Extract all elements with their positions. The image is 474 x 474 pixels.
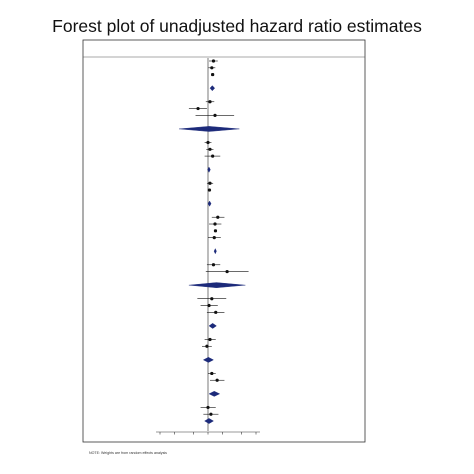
point-estimate [212,236,216,240]
point-estimate [207,303,211,308]
point-estimate [207,188,212,192]
point-estimate [211,154,215,158]
study-estimate [208,66,216,70]
study-estimate [207,188,212,192]
point-estimate [215,378,219,382]
study-estimate [195,113,235,117]
point-estimate [211,59,216,63]
point-estimate [211,263,216,267]
chart-title: Forest plot of unadjusted hazard ratio e… [52,16,422,36]
study-estimate [204,140,212,145]
point-estimate [208,100,212,104]
point-estimate [205,344,209,348]
study-estimate [202,344,212,348]
study-estimate [206,263,221,267]
point-estimate [206,140,210,145]
point-estimate [213,113,217,117]
subtotal-diamond [209,85,215,92]
point-estimate [209,412,213,416]
study-estimate [197,297,227,301]
study-estimate [208,236,221,240]
study-estimate [200,405,216,410]
study-estimate [203,412,219,416]
study-estimate [204,337,216,342]
point-estimate [216,215,220,219]
subtotal-diamond [207,166,211,173]
study-estimate [206,310,225,314]
subtotal-diamond [202,357,214,363]
point-estimate [206,405,210,410]
subtotal-diamond [204,418,214,424]
point-estimate [208,147,212,151]
footnote: NOTE: Weights are from random effects an… [89,451,167,455]
forest-rows [179,58,249,431]
point-estimate [213,229,218,233]
point-estimate [225,269,229,274]
point-estimate [211,72,215,77]
subtotal-diamond [213,248,217,255]
point-estimate [214,310,218,314]
study-estimate [205,269,249,274]
point-estimate [210,371,214,376]
subtotal-diamond [208,323,217,329]
study-estimate [204,154,221,158]
study-estimate [205,100,215,104]
study-estimate [208,371,216,376]
study-estimate [209,59,218,63]
study-estimate [206,147,214,151]
study-estimate [211,215,225,219]
subtotal-diamond [207,200,212,207]
plot-frame [82,39,366,443]
x-axis [156,431,260,435]
point-estimate [196,106,200,111]
study-estimate [188,106,207,111]
subtotal-diamond [179,126,240,132]
study-estimate [211,72,215,77]
study-estimate [206,181,214,185]
point-estimate [210,297,214,301]
point-estimate [208,181,212,185]
point-estimate [210,66,214,70]
study-estimate [209,378,225,382]
point-estimate [208,337,212,342]
subtotal-diamond [208,391,221,397]
study-estimate [213,229,218,233]
point-estimate [213,222,217,226]
subtotal-diamond [188,282,246,288]
study-estimate [209,222,222,226]
study-estimate [200,303,218,308]
